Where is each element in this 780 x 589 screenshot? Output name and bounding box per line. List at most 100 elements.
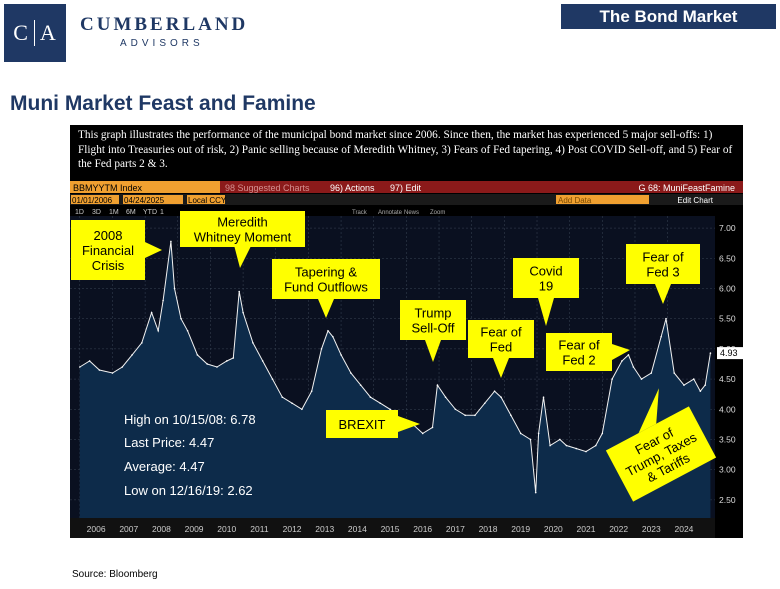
x-tick-label: 2019 [511, 524, 530, 534]
x-tick-label: 2013 [315, 524, 334, 534]
annotation-box [468, 320, 534, 358]
company-subtitle: ADVISORS [120, 38, 204, 49]
data-point [549, 444, 551, 447]
annotation-text: Fed [490, 340, 512, 355]
start-date-field[interactable] [71, 195, 119, 204]
company-name: CUMBERLAND [80, 14, 249, 35]
annotation-text: Trump [414, 306, 451, 321]
annotation-brexit: BREXIT [326, 410, 420, 438]
annotation-box [400, 300, 466, 340]
data-point [421, 432, 424, 435]
page-title: Muni Market Feast and Famine [10, 92, 316, 115]
data-point [98, 369, 101, 371]
ticker-box[interactable] [70, 181, 220, 193]
logo-mark: C A [4, 4, 66, 62]
y-tick-label: 5.50 [719, 314, 736, 324]
data-point [559, 438, 561, 441]
data-point [627, 354, 630, 356]
y-tick-label: 6.00 [719, 283, 736, 293]
end-date-value: 04/24/2025 [124, 196, 165, 205]
annotation-text: Fear of [642, 250, 684, 265]
data-point [369, 396, 372, 399]
data-point [436, 384, 439, 386]
add-data-field[interactable] [556, 195, 649, 204]
data-point [162, 299, 164, 302]
stat-last: Last Price: 4.47 [124, 435, 214, 450]
data-point [683, 384, 685, 386]
chart-tools: Track Annotate News Zoom [352, 210, 445, 216]
annotation-box [71, 220, 145, 280]
data-point [196, 354, 199, 356]
annotation-text: 19 [539, 279, 553, 294]
data-point [111, 372, 114, 374]
data-point [206, 363, 208, 365]
tool-button[interactable]: News [404, 210, 419, 216]
annotation-arrow [234, 247, 251, 268]
tool-button[interactable]: Annotate [378, 210, 403, 216]
data-point [389, 408, 391, 411]
data-point [301, 408, 303, 411]
annotation-arrow [538, 298, 554, 326]
tool-button[interactable]: Zoom [430, 210, 445, 216]
period-button[interactable]: 1M [109, 209, 119, 216]
data-point [350, 372, 352, 374]
annotation-box [513, 258, 579, 298]
y-tick-label: 3.00 [719, 465, 736, 475]
data-point [186, 329, 189, 332]
period-button[interactable]: 6M [126, 209, 136, 216]
tool-button[interactable]: Track [352, 210, 368, 216]
stat-high: High on 10/15/08: 6.78 [124, 412, 256, 427]
annotation-text: Whitney Moment [194, 230, 292, 245]
annotation-box [626, 244, 700, 284]
data-point [170, 240, 172, 243]
period-button[interactable]: 1D [75, 209, 84, 216]
x-tick-label: 2010 [217, 524, 236, 534]
end-date-field[interactable] [123, 195, 183, 204]
data-point [271, 378, 274, 380]
data-point [232, 357, 235, 359]
currency-field[interactable] [187, 195, 225, 204]
y-tick-label: 3.50 [719, 434, 736, 444]
annotation-text: Meredith [217, 215, 268, 230]
data-point [665, 317, 667, 320]
data-point [281, 396, 284, 399]
period-button[interactable]: 3D [92, 209, 101, 216]
x-tick-label: 2020 [544, 524, 563, 534]
data-point [594, 444, 597, 447]
x-axis-band [70, 518, 715, 538]
y-tick-label: 2.50 [719, 495, 736, 505]
annotation-box [180, 211, 305, 247]
annotation-text: 2008 [94, 228, 123, 243]
data-point [291, 402, 293, 405]
annotation-text: Financial [82, 243, 134, 258]
data-point [474, 414, 476, 417]
start-date-value: 01/01/2006 [72, 196, 113, 205]
data-point [709, 352, 712, 354]
actions-menu[interactable]: 96) Actions [330, 183, 375, 193]
period-button[interactable]: YTD [143, 209, 157, 216]
data-point [699, 390, 702, 392]
add-data-placeholder: Add Data [558, 196, 592, 205]
x-tick-label: 2017 [446, 524, 465, 534]
period-button[interactable]: 1 [160, 209, 164, 216]
chart-id: G 68: MuniFeastFamine [638, 183, 735, 193]
x-tick-label: 2023 [642, 524, 661, 534]
x-tick-label: 2014 [348, 524, 367, 534]
x-axis: 2006 2007 2008 2009 2010 2011 2012 2013 2014 2015… [70, 518, 715, 538]
edit-menu[interactable]: 97) Edit [390, 183, 422, 193]
data-point [320, 348, 323, 350]
annotation-arrow [493, 358, 509, 378]
data-point [173, 287, 176, 290]
data-point [621, 360, 623, 362]
logo-letter-c: C [13, 20, 29, 45]
data-point [431, 426, 434, 429]
annotation-box [272, 259, 380, 299]
data-point [537, 432, 540, 435]
suggested-charts[interactable]: 98 Suggested Charts [225, 183, 310, 193]
annotation-arrow [638, 388, 659, 434]
chart-description: This graph illustrates the performance o… [78, 129, 733, 170]
data-point [493, 390, 496, 392]
edit-chart-button[interactable]: Edit Chart [677, 196, 713, 205]
